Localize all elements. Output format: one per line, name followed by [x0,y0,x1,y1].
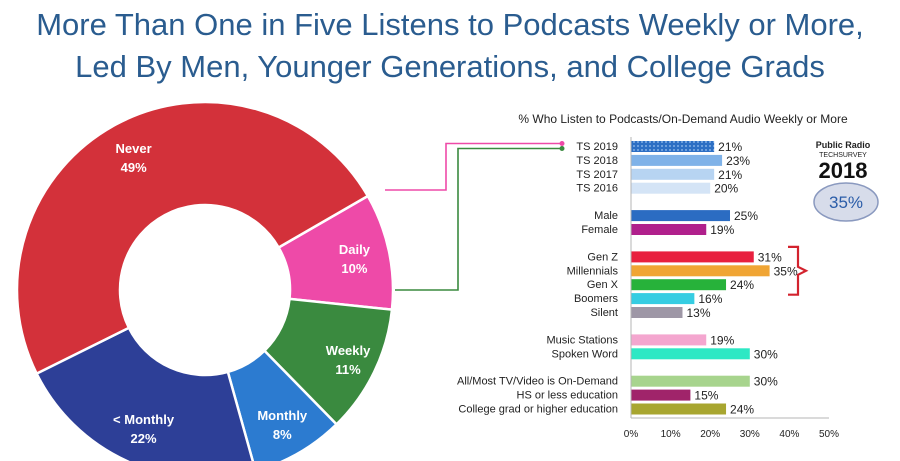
x-tick-30-pct: 30% [740,429,760,440]
daily-connector-dot [559,141,565,146]
donut-value-monthly: 8% [273,427,292,442]
bar-ts-2016 [631,182,711,194]
bar-label-all-most-tv-video-is-on-demand: All/Most TV/Video is On-Demand [457,376,618,388]
bar-label-male: Male [594,210,618,222]
connector-lines [385,141,565,291]
bar-label-ts-2018: TS 2018 [576,155,618,167]
bar-value-ts-2018: 23% [726,154,750,168]
bar-label-millennials: Millennials [567,265,619,277]
bar-music-stations [631,334,707,346]
donut-value-daily: 10% [341,261,367,276]
bar-boomers [631,293,695,305]
x-tick-40-pct: 40% [779,429,799,440]
bar-male [631,210,730,222]
bar-label-ts-2017: TS 2017 [576,169,618,181]
bar-value-spoken-word: 30% [754,347,778,361]
bar-chart-title: % Who Listen to Podcasts/On-Demand Audio… [518,112,848,126]
bar-value-ts-2017: 21% [718,168,742,182]
donut-slice-monthly [34,326,255,461]
bar-value-boomers: 16% [698,292,722,306]
bar-college-grad-or-higher-education [631,403,727,415]
bar-label-music-stations: Music Stations [546,334,618,346]
x-tick-20-pct: 20% [700,429,720,440]
donut-slice-monthly [226,348,339,461]
bar-ts-2018 [631,154,723,166]
donut-slice-never [15,100,370,376]
bar-label-gen-x: Gen X [587,279,619,291]
x-tick-0-pct: 0% [624,429,639,440]
bar-label-female: Female [581,224,618,236]
bar-label-spoken-word: Spoken Word [552,348,618,360]
bar-value-millennials: 35% [774,264,798,278]
weekly-connector [395,147,562,291]
generation-bracket [788,245,809,296]
donut-label-daily: Daily [339,242,371,257]
bar-chart: TS 2019 21% TS 2018 23% TS 2017 21% TS 2016 20%… [457,137,839,440]
slide-title: More Than One in Five Listens to Podcast… [0,4,900,88]
badge-year: 2018 [819,158,868,183]
bar-all-most-tv-video-is-on-demand [631,375,750,387]
donut-value-monthly: 22% [131,431,157,446]
donut-value-never: 49% [121,160,147,175]
donut-chart: Daily 10% Weekly 11% Monthly 8% < Monthly 22% Ne… [15,100,395,461]
badge-bubble [813,182,879,222]
bar-ts-2019 [631,141,715,152]
badge-line-2: TECHSURVEY [819,152,867,159]
bar-female [631,224,707,235]
donut-value-weekly: 11% [335,362,361,377]
x-tick-10-pct: 10% [661,429,681,440]
bar-ts-2017 [631,168,715,180]
bar-label-gen-z: Gen Z [587,251,618,263]
bar-gen-z [631,251,754,263]
bar-value-gen-x: 24% [730,278,754,292]
x-tick-50-pct: 50% [819,429,839,440]
donut-label-never: Never [116,141,152,156]
title-line-2: Led By Men, Younger Generations, and Col… [75,49,825,84]
badge-line-1: Public Radio [816,140,871,150]
bar-value-male: 25% [734,209,758,223]
bar-value-ts-2019: 21% [718,140,742,154]
donut-label-weekly: Weekly [326,343,371,358]
daily-connector [385,142,562,191]
bar-value-silent: 13% [686,306,710,320]
bar-millennials [631,265,770,277]
title-line-1: More Than One in Five Listens to Podcast… [36,7,864,42]
donut-label-monthly: Monthly [257,408,308,423]
bar-silent [631,307,683,318]
bar-value-gen-z: 31% [758,250,782,264]
bar-label-silent: Silent [590,307,618,319]
bar-spoken-word [631,348,750,360]
bar-label-boomers: Boomers [574,293,619,305]
bar-label-hs-or-less-education: HS or less education [517,390,619,402]
bar-value-music-stations: 19% [710,333,734,347]
bar-label-ts-2016: TS 2016 [576,183,618,195]
weekly-connector-dot [559,146,565,151]
bar-gen-x [631,279,727,291]
badge-value: 35% [829,193,863,212]
bar-hs-or-less-education [631,389,691,401]
bar-value-female: 19% [710,223,734,237]
bar-value-all-most-tv-video-is-on-demand: 30% [754,375,778,389]
bar-value-hs-or-less-education: 15% [694,389,718,403]
donut-label-monthly: < Monthly [113,412,175,427]
bar-value-ts-2016: 20% [714,182,738,196]
techsurvey-badge: Public Radio TECHSURVEY 2018 35% [813,140,879,222]
bar-label-ts-2019: TS 2019 [576,141,618,153]
bar-value-college-grad-or-higher-education: 24% [730,403,754,417]
bar-label-college-grad-or-higher-education: College grad or higher education [458,404,618,416]
